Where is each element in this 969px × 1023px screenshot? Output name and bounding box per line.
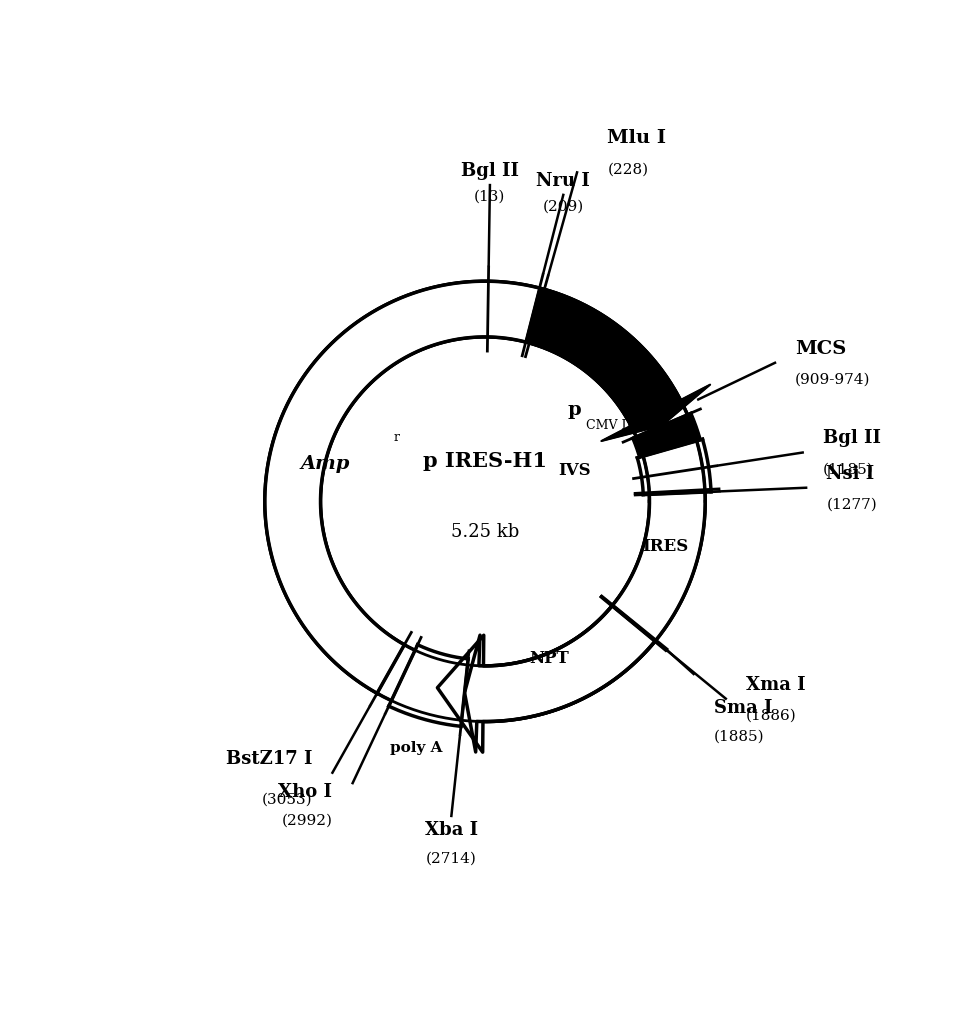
Text: (228): (228)	[607, 163, 648, 176]
Text: (1885): (1885)	[713, 729, 764, 744]
Polygon shape	[265, 281, 704, 752]
Polygon shape	[464, 606, 655, 752]
Text: (909-974): (909-974)	[795, 373, 870, 387]
Text: IVS: IVS	[557, 461, 590, 479]
Polygon shape	[389, 644, 468, 726]
Text: p: p	[567, 401, 580, 419]
Text: NPT: NPT	[529, 650, 569, 667]
Polygon shape	[525, 288, 709, 441]
Text: IRES: IRES	[641, 538, 688, 555]
Text: r: r	[392, 431, 399, 444]
Text: BstZ17 I: BstZ17 I	[226, 750, 312, 767]
Text: (1886): (1886)	[745, 709, 796, 723]
Text: Amp: Amp	[299, 455, 349, 473]
Text: Xma I: Xma I	[745, 675, 805, 694]
Text: (1277): (1277)	[826, 498, 876, 512]
Text: CMV IE: CMV IE	[554, 410, 604, 424]
Text: CMV IE: CMV IE	[585, 418, 635, 432]
Text: Xba I: Xba I	[424, 821, 478, 839]
Text: (2992): (2992)	[281, 813, 332, 828]
Text: (1185): (1185)	[822, 462, 873, 477]
Text: (209): (209)	[542, 199, 583, 214]
Polygon shape	[637, 439, 710, 495]
Text: Bgl II: Bgl II	[460, 162, 518, 180]
Text: (13): (13)	[474, 190, 505, 205]
Text: (2714): (2714)	[425, 851, 477, 865]
Text: Sma I: Sma I	[713, 700, 771, 717]
Text: Nsi I: Nsi I	[826, 464, 874, 483]
Text: poly A: poly A	[390, 741, 442, 755]
Text: Nru I: Nru I	[536, 172, 589, 190]
Text: MCS: MCS	[795, 340, 846, 358]
Text: p: p	[562, 384, 575, 402]
Text: Mlu I: Mlu I	[607, 129, 666, 147]
Polygon shape	[632, 413, 700, 457]
Text: Bgl II: Bgl II	[822, 430, 880, 447]
Text: (3053): (3053)	[262, 793, 312, 807]
Text: p IRES-H1: p IRES-H1	[422, 451, 547, 471]
Text: Xho I: Xho I	[278, 784, 332, 801]
Text: 5.25 kb: 5.25 kb	[451, 523, 518, 541]
